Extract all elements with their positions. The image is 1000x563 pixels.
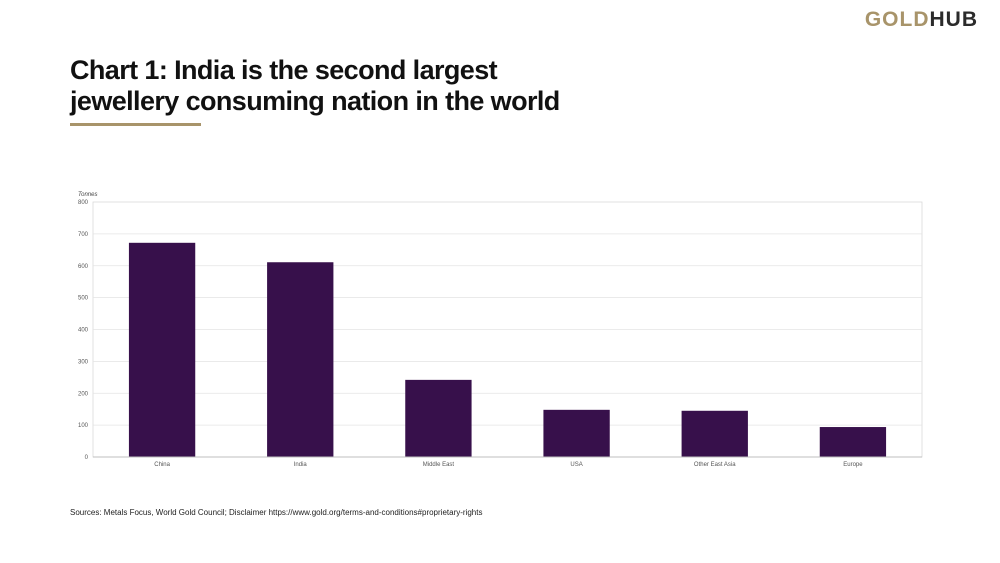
bar (267, 262, 334, 457)
x-tick-label: Middle East (423, 462, 455, 468)
y-tick-label: 700 (78, 232, 89, 238)
y-tick-label: 400 (78, 328, 89, 334)
goldhub-logo: GOLDHUB (865, 8, 978, 32)
y-axis-unit-label: Tonnes (78, 192, 97, 198)
bar (405, 379, 472, 457)
bar (819, 427, 887, 457)
source-note: Sources: Metals Focus, World Gold Counci… (70, 508, 483, 517)
bar (543, 409, 610, 457)
chart-container: 0 100 200 300 400 500 600 700 800 Tonnes China Indi… (60, 186, 940, 476)
bar-chart: 0 100 200 300 400 500 600 700 800 Tonnes China Indi… (78, 192, 923, 468)
logo-hub-text: HUB (929, 8, 978, 31)
logo-gold-text: GOLD (864, 8, 930, 31)
y-tick-label: 0 (85, 455, 89, 461)
title-underline (70, 123, 201, 126)
y-tick-label: 800 (78, 200, 89, 206)
bar (681, 410, 748, 457)
y-tick-label: 200 (78, 391, 89, 397)
y-tick-label: 500 (78, 296, 89, 302)
page-title: Chart 1: India is the second largest jew… (70, 55, 560, 117)
y-tick-label: 300 (78, 359, 89, 365)
x-tick-label: Europe (843, 462, 863, 468)
x-tick-label: Other East Asia (694, 462, 736, 468)
title-line-1: Chart 1: India is the second largest (70, 55, 498, 85)
x-tick-label: USA (570, 462, 582, 468)
x-tick-label: China (154, 462, 170, 468)
y-tick-label: 600 (78, 264, 89, 270)
x-tick-label: India (294, 462, 308, 468)
y-tick-label: 100 (78, 423, 89, 429)
title-line-2: jewellery consuming nation in the world (70, 86, 560, 116)
bar (128, 242, 196, 457)
